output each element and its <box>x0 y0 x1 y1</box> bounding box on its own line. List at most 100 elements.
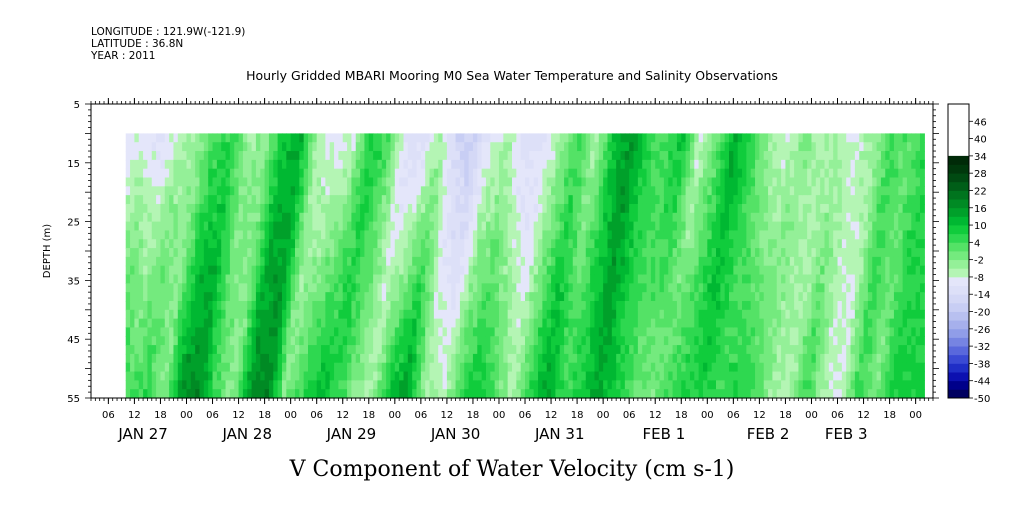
heatmap-cell <box>846 142 852 152</box>
heatmap-cell <box>477 230 483 240</box>
heatmap-cell <box>329 318 335 329</box>
heatmap-cell <box>455 168 461 179</box>
heatmap-cell <box>516 292 522 302</box>
heatmap-cell <box>177 362 183 373</box>
heatmap-cell <box>750 353 756 364</box>
heatmap-cell <box>794 380 800 390</box>
heatmap-cell <box>720 177 726 187</box>
heatmap-cell <box>516 256 522 267</box>
heatmap-cell <box>216 221 222 232</box>
heatmap-cell <box>342 292 348 302</box>
heatmap-cell <box>329 203 335 214</box>
heatmap-cell <box>212 309 218 320</box>
heatmap-cell <box>724 362 730 373</box>
heatmap-cell <box>551 186 556 196</box>
heatmap-cell <box>425 353 431 364</box>
heatmap-cell <box>594 195 600 205</box>
heatmap-cell <box>789 353 795 364</box>
heatmap-cell <box>390 142 396 152</box>
heatmap-cell <box>672 177 678 187</box>
heatmap-cell <box>525 186 530 196</box>
heatmap-cell <box>525 336 530 346</box>
heatmap-cell <box>824 212 830 223</box>
heatmap-cell <box>755 133 760 143</box>
heatmap-cell <box>173 274 179 284</box>
heatmap-cell <box>255 230 261 240</box>
heatmap-cell <box>746 159 752 170</box>
heatmap-cell <box>429 336 435 346</box>
heatmap-cell <box>555 265 561 276</box>
heatmap-cell <box>828 168 834 179</box>
heatmap-cell <box>147 371 153 381</box>
heatmap-cell <box>707 389 713 399</box>
heatmap-cell <box>685 142 691 152</box>
heatmap-cell <box>577 389 583 399</box>
heatmap-cell <box>759 274 765 284</box>
heatmap-cell <box>390 389 396 399</box>
heatmap-cell <box>316 327 322 337</box>
heatmap-cell <box>303 292 309 302</box>
heatmap-cell <box>815 283 821 293</box>
heatmap-cell <box>715 380 721 390</box>
heatmap-cell <box>125 371 131 381</box>
heatmap-cell <box>603 353 609 364</box>
heatmap-cell <box>403 389 409 399</box>
heatmap-cell <box>416 221 422 232</box>
heatmap-cell <box>195 159 201 170</box>
heatmap-cell <box>190 142 196 152</box>
heatmap-cell <box>433 239 439 249</box>
heatmap-cell <box>264 186 270 196</box>
heatmap-cell <box>590 248 596 258</box>
heatmap-cell <box>303 168 309 179</box>
heatmap-cell <box>281 212 287 223</box>
heatmap-cell <box>425 177 431 187</box>
heatmap-cell <box>277 195 283 205</box>
heatmap-cell <box>268 362 274 373</box>
heatmap-cell <box>481 230 487 240</box>
heatmap-cell <box>355 309 361 320</box>
heatmap-cell <box>837 230 843 240</box>
heatmap-cell <box>186 336 192 346</box>
heatmap-cell <box>242 159 248 170</box>
heatmap-cell <box>507 159 513 170</box>
heatmap-cell <box>281 230 287 240</box>
heatmap-cell <box>203 327 209 337</box>
heatmap-cell <box>416 309 422 320</box>
heatmap-cell <box>828 327 834 337</box>
heatmap-cell <box>130 353 135 364</box>
heatmap-cell <box>681 309 687 320</box>
heatmap-cell <box>533 230 539 240</box>
heatmap-cell <box>655 353 661 364</box>
heatmap-cell <box>203 203 209 214</box>
heatmap-cell <box>451 327 457 337</box>
heatmap-cell <box>733 318 739 329</box>
heatmap-cell <box>559 362 565 373</box>
heatmap-cell <box>151 159 157 170</box>
heatmap-cell <box>360 265 366 276</box>
heatmap-cell <box>329 151 335 161</box>
heatmap-cell <box>650 300 656 311</box>
heatmap-cell <box>538 274 543 284</box>
heatmap-cell <box>164 336 170 346</box>
heatmap-cell <box>459 283 465 293</box>
heatmap-cell <box>199 353 205 364</box>
heatmap-cell <box>169 362 175 373</box>
heatmap-cell <box>789 133 795 143</box>
heatmap-cell <box>624 151 630 161</box>
heatmap-cell <box>260 353 266 364</box>
heatmap-cell <box>607 265 613 276</box>
heatmap-cell <box>763 327 769 337</box>
heatmap-cell <box>312 380 318 390</box>
heatmap-cell <box>390 186 396 196</box>
heatmap-cell <box>130 195 135 205</box>
heatmap-cell <box>485 159 491 170</box>
heatmap-cell <box>715 203 721 214</box>
heatmap-cell <box>377 142 383 152</box>
heatmap-cell <box>247 327 253 337</box>
heatmap-cell <box>360 195 366 205</box>
heatmap-cell <box>828 309 834 320</box>
heatmap-cell <box>611 239 617 249</box>
heatmap-cell <box>134 274 140 284</box>
heatmap-cell <box>364 309 370 320</box>
heatmap-cell <box>130 159 135 170</box>
